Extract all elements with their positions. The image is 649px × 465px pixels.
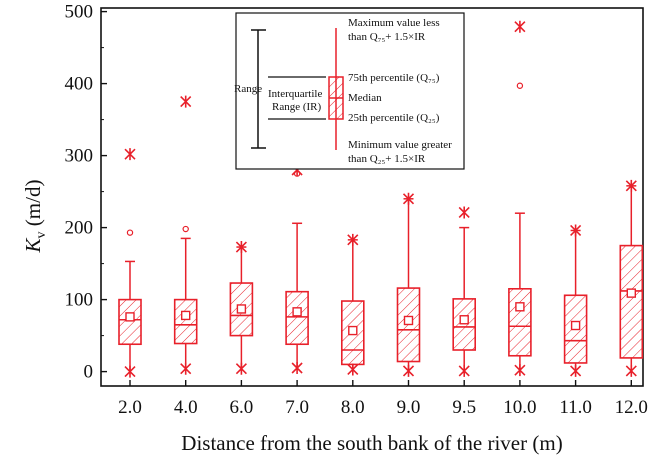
max-marker [458,206,470,219]
legend-min-label-1: Minimum value greater [348,139,452,151]
x-tick-label-10.0: 10.0 [503,397,536,418]
y-tick-label-500: 500 [65,2,94,23]
y-tick-label-200: 200 [65,218,94,239]
x-tick-label-11.0: 11.0 [559,397,592,418]
legend-max-label-1: Maximum value less [348,17,440,29]
max-marker [124,148,136,161]
iqr-box [285,290,309,346]
iqr-box [118,298,142,346]
x-tick-label-4.0: 4.0 [174,397,198,418]
max-marker [570,224,582,237]
min-marker [458,364,470,377]
min-marker [625,364,637,377]
legend-max-label-2: than Q₇₅+ 1.5×IR [348,31,426,43]
mean-marker [403,315,414,326]
x-tick-label-7.0: 7.0 [285,397,309,418]
legend-iqr-label-1: Interquartile [268,88,322,100]
x-tick-label-9.0: 9.0 [397,397,421,418]
legend: Range Interquartile Range (IR) Maximum v… [234,12,465,170]
outlier-point [126,229,134,236]
mean-marker [236,304,247,314]
legend-p75-label: 75th percentile (Q₇₅) [348,72,440,84]
legend-median-label: Median [348,92,382,104]
max-marker [402,192,415,205]
box-6.0 [229,241,254,375]
iqr-box [173,298,198,345]
y-tick-label-300: 300 [65,146,94,167]
mean-marker [180,310,191,321]
min-marker [402,364,415,377]
plot-frame [100,7,644,387]
min-marker [124,365,136,378]
legend-min-label-2: than Q₂₅+ 1.5×IR [348,153,426,165]
x-tick-label-12.0: 12.0 [615,397,648,418]
mean-marker [515,302,525,312]
box-9.5 [452,206,477,377]
x-tick-label-6.0: 6.0 [230,397,254,418]
outlier-point [182,225,189,233]
x-tick-label-9.5: 9.5 [452,397,476,418]
mean-marker [292,307,302,317]
iqr-box [619,244,644,359]
min-marker [180,362,192,375]
box-12.0 [619,179,644,377]
y-tick-label-100: 100 [65,290,94,311]
box-11.0 [563,224,588,377]
mean-marker [459,315,469,325]
x-axis-title: Distance from the south bank of the rive… [181,431,562,455]
box-7.0 [285,164,309,374]
box-8.0 [340,233,365,376]
box-series [118,20,644,378]
outlier-point [516,82,524,89]
max-marker [514,20,526,33]
legend-range-label: Range [234,83,262,95]
mean-marker [570,320,581,331]
max-marker [180,95,192,108]
mean-marker [348,325,358,336]
min-marker [235,362,247,375]
y-axis: 0 100 200 300 400 500 [65,2,107,383]
max-marker [235,241,247,254]
legend-iqr-label-2: Range (IR) [272,101,322,113]
y-tick-label-400: 400 [65,74,94,95]
x-tick-label-2.0: 2.0 [118,397,142,418]
x-tick-label-8.0: 8.0 [341,397,365,418]
min-marker [570,364,582,377]
legend-p25-label: 25th percentile (Q₂₅) [348,112,440,124]
box-9.0 [396,192,421,377]
max-marker [625,179,637,192]
box-10.0 [508,20,532,377]
box-2.0 [118,148,142,378]
y-axis-title: Kv (m/d) [21,180,49,254]
mean-marker [626,288,636,298]
legend-frame [235,12,465,170]
max-marker [347,233,359,246]
y-tick-label-0: 0 [84,362,94,383]
box-4.0 [173,95,198,375]
min-marker [291,362,303,374]
min-marker [347,363,359,376]
min-marker [514,364,526,377]
mean-marker [125,312,135,322]
x-axis: 2.0 4.0 6.0 7.0 8.0 9.0 9.5 10.0 11.0 12.0 [118,380,648,418]
iqr-box [508,287,532,357]
